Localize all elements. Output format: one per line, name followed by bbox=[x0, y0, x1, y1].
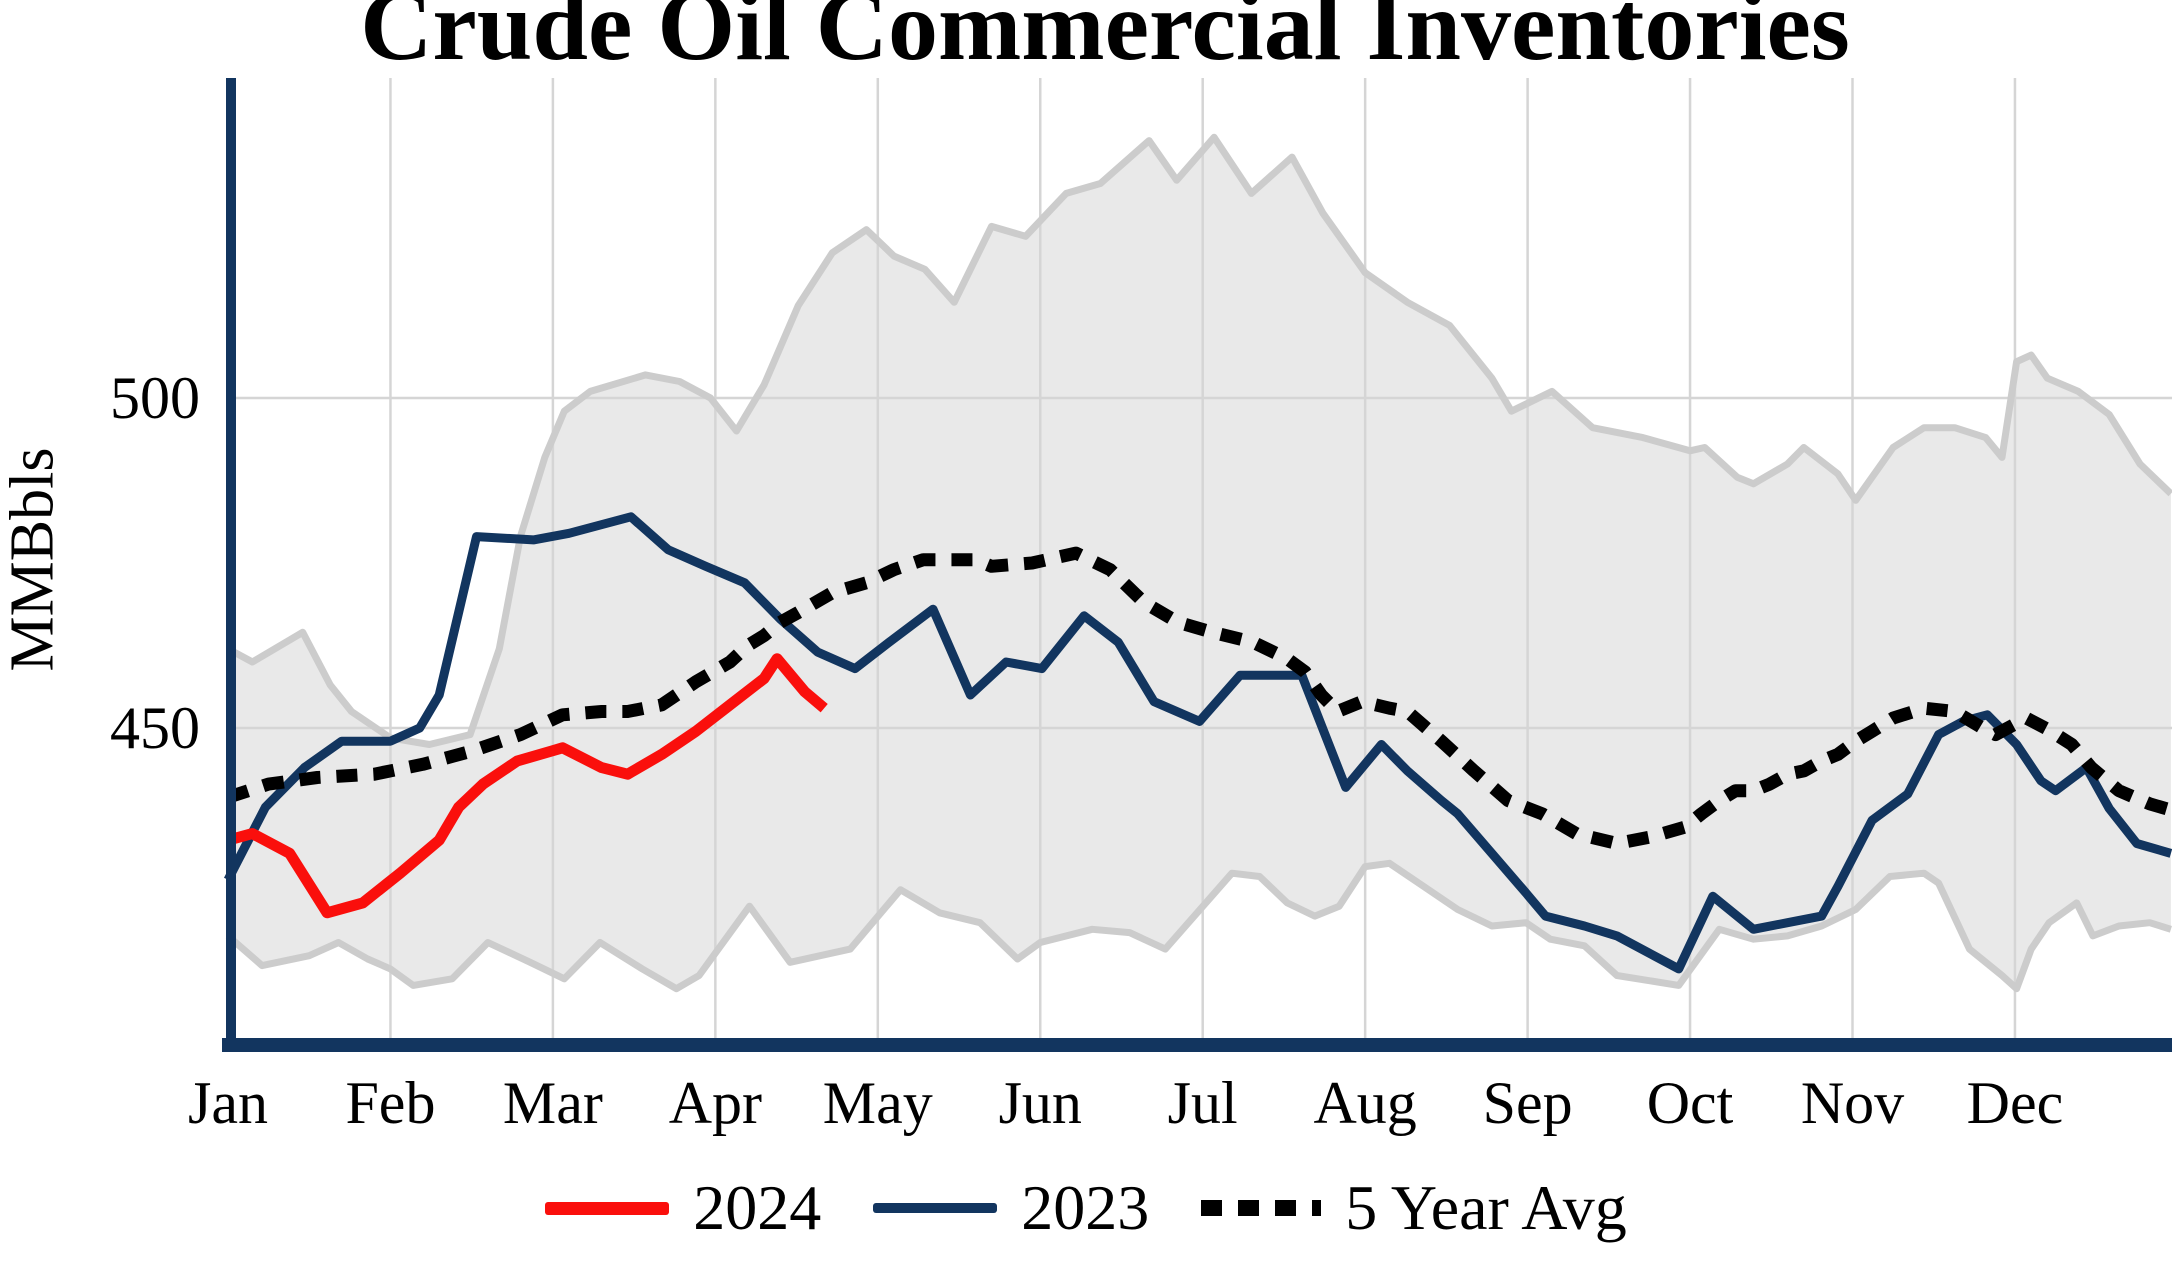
series-line-2023 bbox=[223, 512, 2172, 974]
x-axis-spine bbox=[222, 1038, 2172, 1052]
legend-swatch-2023 bbox=[873, 1203, 998, 1213]
x-tick-label-jul: Jul bbox=[1167, 1070, 1238, 1136]
chart-title: Crude Oil Commercial Inventories bbox=[360, 0, 1850, 81]
band-lower-edge bbox=[225, 859, 2172, 993]
x-tick-label-aug: Aug bbox=[1313, 1070, 1417, 1136]
x-tick-label-oct: Oct bbox=[1646, 1070, 1734, 1136]
x-tick-label-dec: Dec bbox=[1966, 1070, 2064, 1136]
legend-label-5yr-avg: 5 Year Avg bbox=[1345, 1172, 1627, 1243]
x-tick-label-jun: Jun bbox=[998, 1070, 1082, 1136]
legend-label-2023: 2023 bbox=[1021, 1172, 1150, 1243]
x-tick-label-may: May bbox=[822, 1070, 933, 1136]
legend-item-2024: 2024 bbox=[545, 1176, 821, 1240]
y-tick-label-500: 500 bbox=[110, 365, 200, 431]
y-axis-label: MMBbls bbox=[0, 447, 67, 672]
series-line-5-year-avg bbox=[225, 546, 2172, 850]
band-upper-edge bbox=[226, 133, 2172, 748]
band-area-5yr-range bbox=[228, 137, 2171, 989]
legend-label-2024: 2024 bbox=[693, 1172, 822, 1243]
legend-swatch-5yr-avg bbox=[1201, 1200, 1322, 1216]
y-tick-label-450: 450 bbox=[110, 695, 200, 761]
x-tick-label-jan: Jan bbox=[188, 1070, 268, 1136]
x-tick-label-mar: Mar bbox=[502, 1070, 603, 1136]
x-tick-label-feb: Feb bbox=[345, 1070, 436, 1136]
x-tick-label-nov: Nov bbox=[1800, 1070, 1905, 1136]
legend-item-2023: 2023 bbox=[873, 1176, 1149, 1240]
x-tick-label-apr: Apr bbox=[668, 1070, 762, 1136]
legend: 2024 2023 5 Year Avg bbox=[0, 1158, 2172, 1258]
legend-swatch-2024 bbox=[545, 1201, 670, 1215]
x-tick-label-sep: Sep bbox=[1482, 1070, 1573, 1136]
legend-item-5yr-avg: 5 Year Avg bbox=[1201, 1176, 1627, 1240]
series-line-2024 bbox=[226, 653, 828, 919]
y-axis-spine bbox=[226, 78, 236, 1052]
